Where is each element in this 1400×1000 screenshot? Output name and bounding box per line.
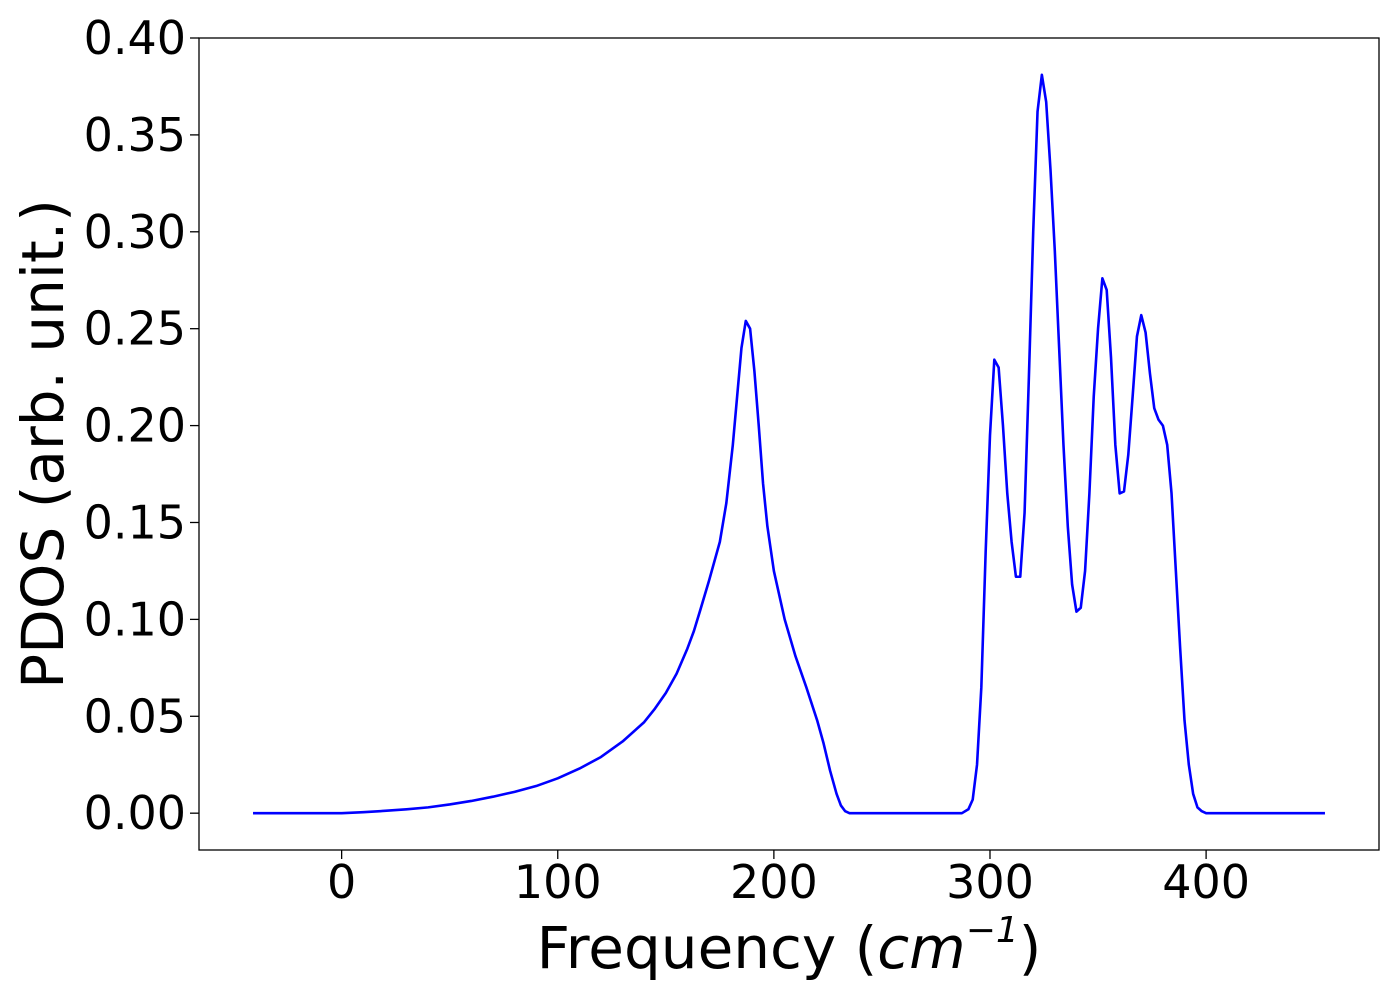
- x-axis-label-close: ): [1019, 914, 1042, 982]
- y-tick-label: 0.00: [84, 786, 186, 840]
- x-axis-label-exponent: −1: [966, 910, 1019, 951]
- x-axis-label-text: Frequency (: [537, 914, 878, 982]
- plot-area-frame: [198, 37, 1380, 851]
- y-tick-label: 0.30: [84, 205, 186, 259]
- y-tick-label: 0.40: [84, 11, 186, 65]
- y-tick-label: 0.25: [84, 302, 186, 356]
- y-axis-label: PDOS (arb. unit.): [9, 199, 77, 689]
- y-tick-label: 0.35: [84, 108, 186, 162]
- x-axis-ticks: 0 100 200 300 400: [327, 850, 1250, 909]
- x-tick-label: 400: [1162, 855, 1250, 909]
- x-tick-label: 100: [514, 855, 602, 909]
- y-tick-label: 0.20: [84, 399, 186, 453]
- x-axis-label-unit: cm: [877, 914, 965, 982]
- x-tick-label: 300: [946, 855, 1034, 909]
- x-tick-label: 200: [730, 855, 818, 909]
- y-tick-label: 0.10: [84, 592, 186, 646]
- y-axis-ticks: 0.00 0.05 0.10 0.15 0.20 0.25 0.30 0.35 0.40: [84, 11, 199, 840]
- x-tick-label: 0: [327, 855, 356, 909]
- pdos-series-line: [253, 73, 1325, 815]
- x-axis-label: Frequency (cm−1): [537, 910, 1042, 982]
- y-tick-label: 0.05: [84, 689, 186, 743]
- y-tick-label: 0.15: [84, 495, 186, 549]
